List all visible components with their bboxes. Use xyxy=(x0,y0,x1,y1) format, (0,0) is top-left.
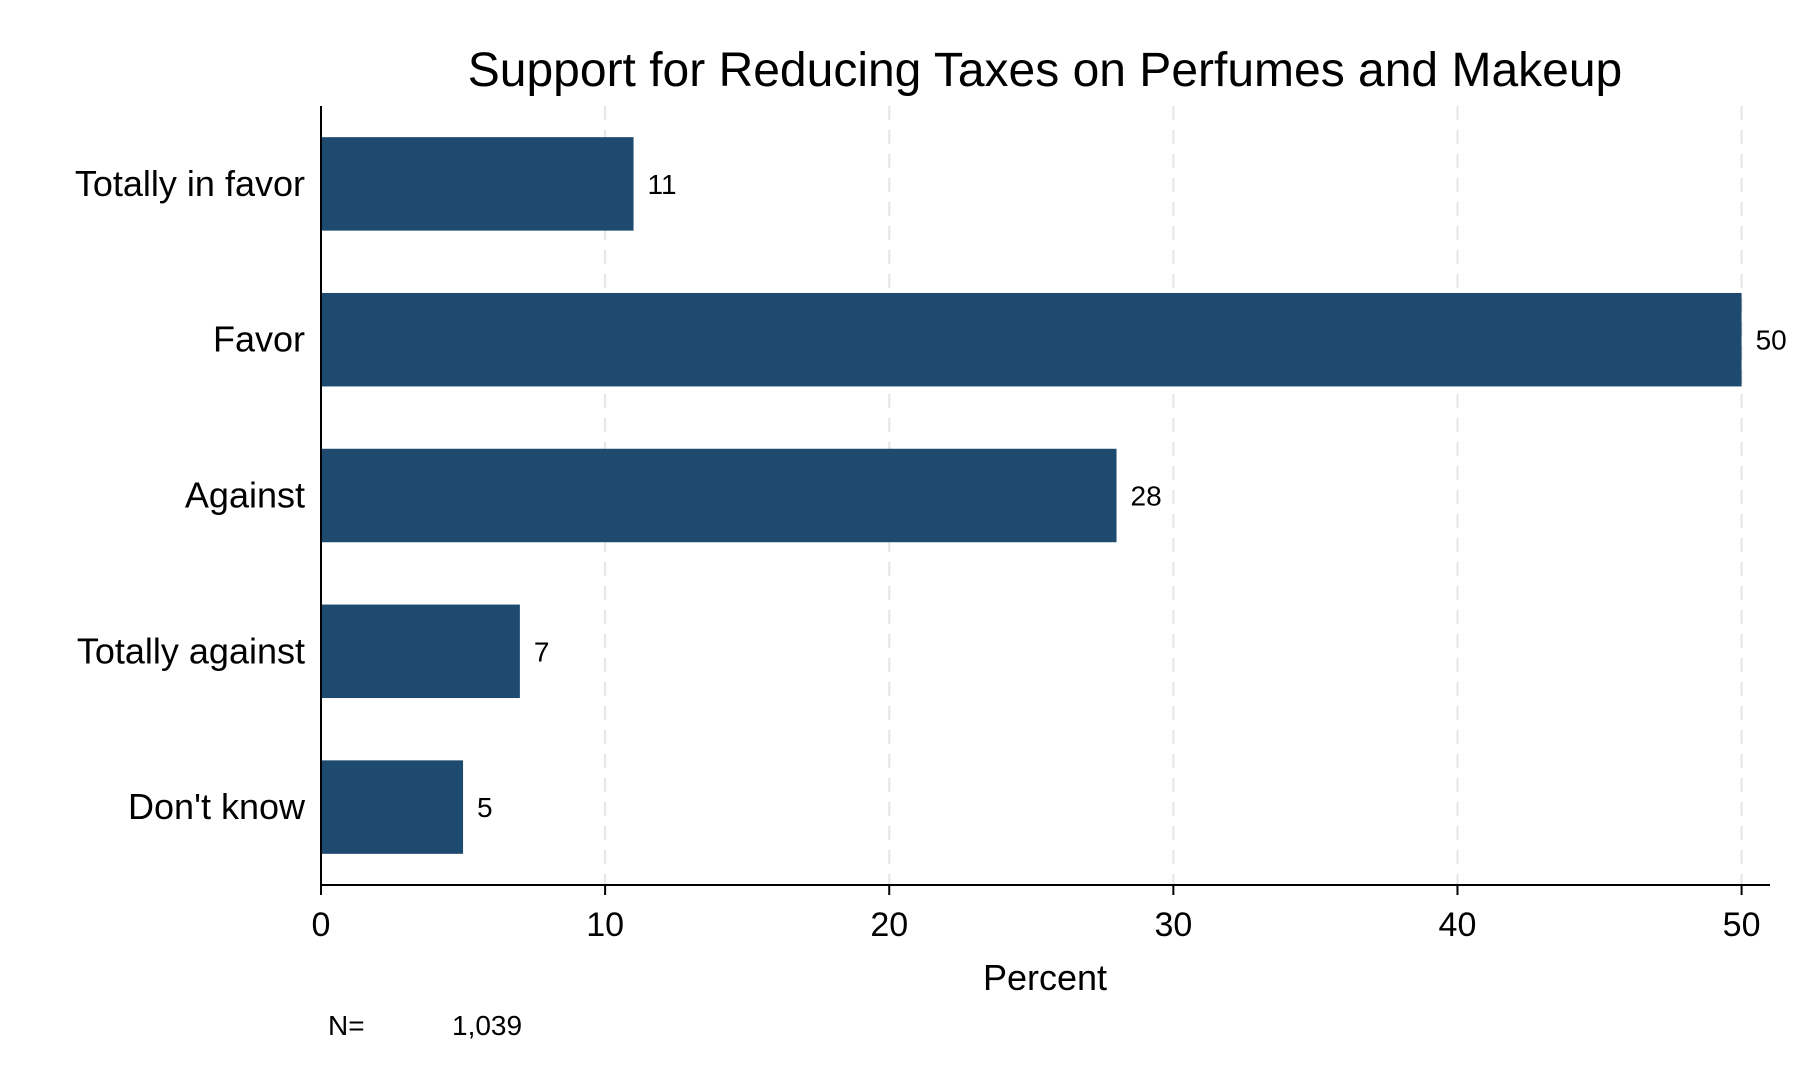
x-tick-label: 10 xyxy=(586,906,624,944)
sample-size-label: N= xyxy=(328,1010,365,1041)
category-label: Don't know xyxy=(128,786,306,827)
gridlines xyxy=(604,106,1743,885)
x-tick-label: 20 xyxy=(870,906,908,944)
bar xyxy=(321,292,1742,387)
category-label: Totally against xyxy=(77,630,305,671)
data-label: 28 xyxy=(1131,481,1162,512)
data-label: 11 xyxy=(648,169,677,200)
axes: Totally in favor Favor Against Totally agai… xyxy=(75,106,1770,944)
sample-size-value: 1,039 xyxy=(452,1010,522,1041)
data-label: 5 xyxy=(477,792,493,823)
bars: 11 50 28 7 5 xyxy=(321,137,1787,854)
bar xyxy=(321,448,1117,543)
data-label: 7 xyxy=(534,636,550,667)
x-tick-label: 50 xyxy=(1723,906,1761,944)
bar xyxy=(321,604,520,699)
category-label: Totally in favor xyxy=(75,163,305,204)
x-tick-label: 40 xyxy=(1439,906,1477,944)
x-tick-label: 30 xyxy=(1154,906,1192,944)
x-axis-title: Percent xyxy=(983,957,1107,998)
category-label: Favor xyxy=(213,319,305,360)
bar xyxy=(321,760,464,854)
chart-title: Support for Reducing Taxes on Perfumes a… xyxy=(468,44,1622,97)
data-label: 50 xyxy=(1756,325,1787,356)
bar xyxy=(321,137,634,231)
category-label: Against xyxy=(185,475,305,516)
x-tick-label: 0 xyxy=(312,906,331,944)
